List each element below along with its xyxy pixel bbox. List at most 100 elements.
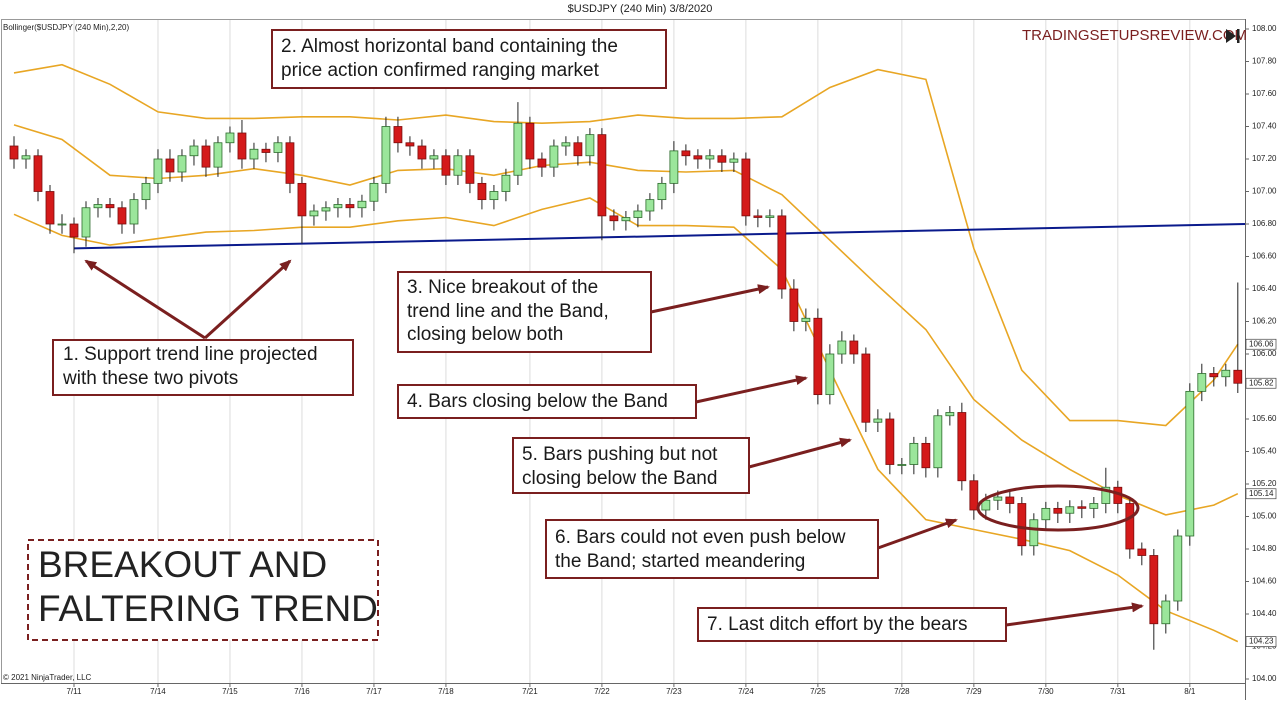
candle-body xyxy=(201,145,211,168)
candle-body xyxy=(477,182,487,201)
arrow xyxy=(650,284,770,314)
y-tick-label: 105.00 xyxy=(1252,512,1277,521)
candle-body xyxy=(405,142,415,147)
candle-body xyxy=(501,174,511,192)
x-tick-label: 7/28 xyxy=(894,687,910,696)
candle-body xyxy=(777,215,787,290)
candle-body xyxy=(981,499,991,511)
candle-body xyxy=(561,142,571,147)
candle-body xyxy=(1065,506,1075,514)
candle-body xyxy=(57,223,67,226)
candle-body xyxy=(597,134,607,217)
candle-body xyxy=(1173,535,1183,602)
annotation-text: 2. Almost horizontal band containing the xyxy=(281,36,618,57)
x-tick-label: 7/17 xyxy=(366,687,382,696)
annotation-text: 1. Support trend line projected xyxy=(63,344,318,365)
y-tick-label: 105.40 xyxy=(1252,447,1277,456)
y-tick-label: 107.00 xyxy=(1252,187,1277,196)
candle-body xyxy=(717,155,727,163)
candle-body xyxy=(813,317,823,396)
candle-body xyxy=(609,215,619,222)
annotation-text: with these two pivots xyxy=(62,368,238,389)
value-flag xyxy=(1245,636,1277,647)
candle-body xyxy=(789,288,799,322)
candle-body xyxy=(741,158,751,217)
candle-body xyxy=(921,442,931,469)
x-tick-label: 7/22 xyxy=(594,687,610,696)
watermark-icon xyxy=(1226,29,1240,43)
annotation-box xyxy=(271,29,667,89)
bollinger-band xyxy=(13,63,1239,427)
x-tick-label: 7/16 xyxy=(294,687,310,696)
y-tick-label: 104.00 xyxy=(1252,674,1277,683)
candle-body xyxy=(957,412,967,482)
y-tick-label: 107.60 xyxy=(1252,89,1277,98)
y-tick-label: 104.60 xyxy=(1252,577,1277,586)
candle-body xyxy=(729,158,739,163)
x-tick-label: 7/23 xyxy=(666,687,682,696)
candle-body xyxy=(933,415,943,469)
x-tick-label: 8/1 xyxy=(1184,687,1196,696)
headline: BREAKOUT AND xyxy=(38,544,327,585)
candle-body xyxy=(1125,503,1135,550)
candle-body xyxy=(129,199,139,225)
candle-body xyxy=(105,204,115,209)
candle-body xyxy=(273,142,283,153)
candle-body xyxy=(489,191,499,201)
y-tick-label: 104.80 xyxy=(1252,544,1277,553)
candle-body xyxy=(117,207,127,225)
candle-body xyxy=(873,418,883,423)
candle-body xyxy=(429,155,439,160)
candle-body xyxy=(393,126,403,144)
candle-body xyxy=(441,155,451,176)
y-tick-label: 106.40 xyxy=(1252,284,1277,293)
candle-body xyxy=(1149,555,1159,625)
y-tick-label: 106.20 xyxy=(1252,317,1277,326)
arrow xyxy=(695,375,808,404)
candle-body xyxy=(153,158,163,184)
highlight-ellipse xyxy=(976,484,1140,532)
candle-body xyxy=(753,215,763,218)
value-flag-label: 105.14 xyxy=(1249,489,1274,498)
candle-body xyxy=(213,142,223,168)
candle-body xyxy=(765,215,775,218)
candle-body xyxy=(681,150,691,157)
arrow xyxy=(84,259,206,340)
candle-body xyxy=(1233,369,1243,384)
candle-body xyxy=(1197,373,1207,392)
watermark: TRADINGSETUPSREVIEW.COM xyxy=(1022,27,1247,44)
candle-body xyxy=(309,210,319,217)
candle-body xyxy=(1077,506,1087,509)
candle-body xyxy=(585,134,595,157)
y-tick-label: 105.20 xyxy=(1252,479,1277,488)
candle-body xyxy=(237,132,247,160)
candle-body xyxy=(1017,503,1027,547)
bollinger-band xyxy=(13,124,1239,516)
candle-body xyxy=(345,204,355,209)
y-tick-label: 106.00 xyxy=(1252,349,1277,358)
candle-body xyxy=(549,145,559,168)
value-flag-label: 105.82 xyxy=(1249,378,1274,387)
candle-body xyxy=(573,142,583,157)
annotation-text: 6. Bars could not even push below xyxy=(555,527,846,548)
candle-body xyxy=(417,145,427,160)
annotation-text: the Band; started meandering xyxy=(555,551,805,572)
candle-body xyxy=(801,317,811,322)
candle-body xyxy=(297,182,307,217)
candle-body xyxy=(93,204,103,209)
candle-body xyxy=(45,191,55,225)
x-tick-label: 7/30 xyxy=(1038,687,1054,696)
candle-body xyxy=(69,223,79,238)
candle-body xyxy=(909,442,919,465)
candle-body xyxy=(177,155,187,173)
x-tick-label: 7/25 xyxy=(810,687,826,696)
candle-body xyxy=(897,464,907,466)
chart-title: $USDJPY (240 Min) 3/8/2020 xyxy=(568,3,713,15)
candle-body xyxy=(969,480,979,511)
candle-body xyxy=(1161,600,1171,625)
arrow xyxy=(203,259,292,340)
candle-body xyxy=(693,155,703,160)
annotation-text: trend line and the Band, xyxy=(407,301,609,322)
candle-body xyxy=(825,353,835,396)
